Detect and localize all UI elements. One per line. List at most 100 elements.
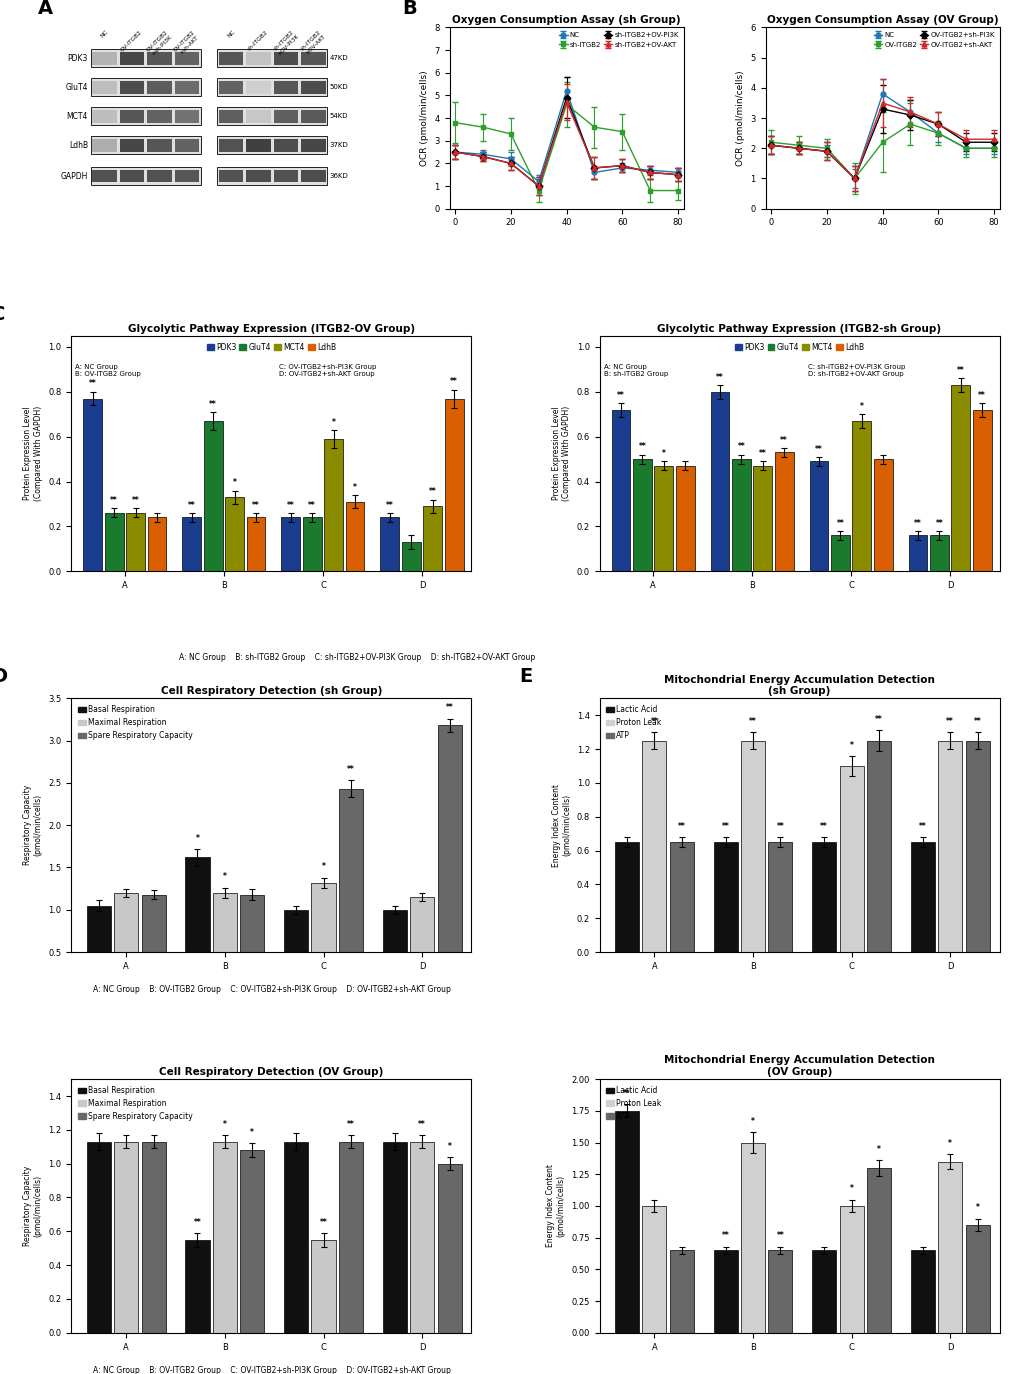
FancyBboxPatch shape [273,81,298,93]
FancyBboxPatch shape [174,110,199,122]
Text: **: ** [449,378,458,386]
Bar [910,1250,934,1333]
Legend: Lactic Acid, Proton Leak, ATP: Lactic Acid, Proton Leak, ATP [603,1083,664,1124]
FancyBboxPatch shape [246,170,270,183]
Bar [669,1250,693,1333]
Text: **: ** [946,717,953,725]
Legend: Basal Respiration, Maximal Respiration, Spare Respiratory Capacity: Basal Respiration, Maximal Respiration, … [75,1083,196,1124]
Text: **: ** [252,500,260,510]
Bar [437,1164,462,1333]
Title: Oxygen Consumption Assay (sh Group): Oxygen Consumption Assay (sh Group) [451,15,681,25]
Bar [713,1250,737,1333]
FancyBboxPatch shape [246,110,270,122]
FancyBboxPatch shape [92,110,116,122]
Text: *: * [321,863,325,871]
Title: Cell Respiratory Detection (OV Group): Cell Respiratory Detection (OV Group) [159,1068,383,1077]
Bar [710,392,729,572]
FancyBboxPatch shape [217,49,327,67]
Text: **: ** [814,445,822,453]
Bar [239,894,264,995]
Text: A: A [39,0,53,18]
Text: sh-ITGB2
+OV-AKT: sh-ITGB2 +OV-AKT [300,29,326,56]
Text: *: * [750,1117,754,1127]
FancyBboxPatch shape [301,52,325,65]
FancyBboxPatch shape [147,81,171,93]
Text: *: * [223,1120,226,1128]
FancyBboxPatch shape [174,139,199,151]
Bar [345,502,364,572]
Bar [283,910,308,995]
Bar [633,459,651,572]
Text: sh-ITGB2: sh-ITGB2 [247,29,269,52]
Legend: PDK3, GluT4, MCT4, LdhB: PDK3, GluT4, MCT4, LdhB [732,339,866,354]
FancyBboxPatch shape [92,81,116,93]
Text: A: NC Group
B: sh-ITGB2 Group: A: NC Group B: sh-ITGB2 Group [603,364,667,376]
Bar [811,1250,836,1333]
Text: **: ** [973,717,980,725]
Bar [105,513,123,572]
Title: Mitochondrial Energy Accumulation Detection
(sh Group): Mitochondrial Energy Accumulation Detect… [663,675,934,697]
Y-axis label: Respiratory Capacity
(pmol/min/cells): Respiratory Capacity (pmol/min/cells) [23,1165,43,1246]
Bar [767,842,792,952]
Bar [423,506,441,572]
FancyBboxPatch shape [92,170,116,183]
Bar [114,1142,139,1333]
Bar [669,842,693,952]
Bar [84,398,102,572]
Text: *: * [948,1139,952,1147]
Text: **: ** [346,765,355,774]
Text: NC: NC [226,29,235,38]
FancyBboxPatch shape [301,81,325,93]
FancyBboxPatch shape [217,107,327,125]
Bar [873,459,892,572]
Bar [444,398,463,572]
Text: **: ** [918,822,926,831]
Text: **: ** [623,1090,630,1098]
FancyBboxPatch shape [91,78,201,96]
Text: C: sh-ITGB2+OV-PI3K Group
D: sh-ITGB2+OV-AKT Group: C: sh-ITGB2+OV-PI3K Group D: sh-ITGB2+OV… [807,364,904,376]
Text: **: ** [715,372,723,382]
Text: **: ** [678,822,685,831]
FancyBboxPatch shape [91,136,201,154]
FancyBboxPatch shape [217,168,327,185]
Text: *: * [849,741,853,750]
FancyBboxPatch shape [246,52,270,65]
Bar [811,842,836,952]
Text: **: ** [758,449,766,458]
Text: 54KD: 54KD [329,113,348,120]
Bar [611,409,630,572]
Bar [410,897,434,995]
Bar [965,741,988,952]
Bar [740,1143,764,1333]
FancyBboxPatch shape [91,107,201,125]
Text: *: * [232,478,236,488]
Y-axis label: Energy Index Content
(pmol/min/cells): Energy Index Content (pmol/min/cells) [551,783,571,867]
Text: **: ** [418,1120,426,1128]
Bar [247,518,265,572]
Bar [87,905,111,995]
FancyBboxPatch shape [147,139,171,151]
Bar [937,741,961,952]
Bar [142,894,165,995]
Bar [311,882,335,995]
FancyBboxPatch shape [174,52,199,65]
Text: *: * [661,449,665,458]
Bar [380,518,398,572]
Text: A: NC Group    B: sh-ITGB2 Group    C: sh-ITGB2+OV-PI3K Group    D: sh-ITGB2+OV-: A: NC Group B: sh-ITGB2 Group C: sh-ITGB… [178,653,535,662]
Text: B: B [403,0,417,18]
Bar [642,1206,665,1333]
Text: **: ** [874,714,882,724]
Text: LdhB: LdhB [68,140,88,150]
Text: *: * [849,1184,853,1193]
Bar [185,857,209,995]
Legend: NC, sh-ITGB2, sh-ITGB2+OV-PI3K, sh-ITGB2+OV-AKT: NC, sh-ITGB2, sh-ITGB2+OV-PI3K, sh-ITGB2… [557,32,680,49]
Text: **: ** [110,496,118,506]
Legend: Basal Respiration, Maximal Respiration, Spare Respiratory Capacity: Basal Respiration, Maximal Respiration, … [75,702,196,743]
FancyBboxPatch shape [217,136,327,154]
Text: **: ** [346,1120,355,1128]
Text: *: * [353,482,357,492]
Bar [767,1250,792,1333]
Legend: Lactic Acid, Proton Leak, ATP: Lactic Acid, Proton Leak, ATP [603,702,664,743]
Text: 36KD: 36KD [329,173,348,179]
Title: Glycolytic Pathway Expression (ITGB2-sh Group): Glycolytic Pathway Expression (ITGB2-sh … [657,323,941,334]
